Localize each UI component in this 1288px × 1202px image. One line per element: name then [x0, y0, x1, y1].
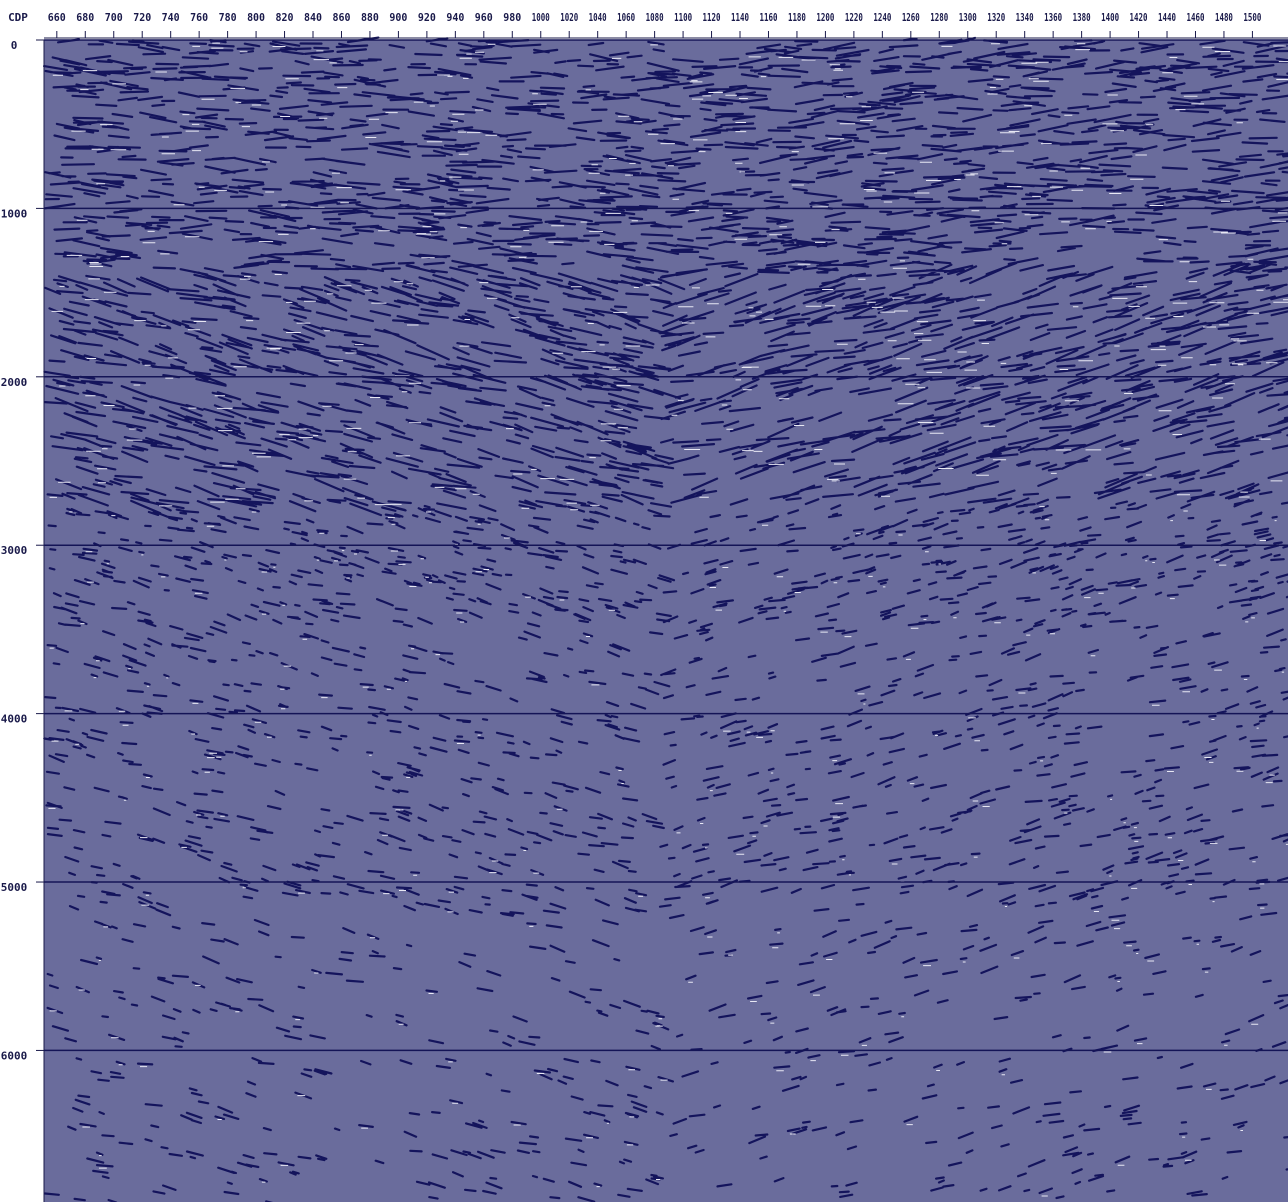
y-tick-label: 3000	[1, 544, 28, 557]
seismic-texture	[43, 36, 1288, 1202]
x-tick-label: 1220	[845, 11, 863, 24]
x-tick-label: 1000	[532, 11, 550, 24]
x-tick-label: 1300	[959, 11, 977, 24]
x-tick-label: 1200	[816, 11, 834, 24]
x-tick-label: 880	[361, 11, 379, 24]
y-tick-label: 0	[11, 39, 18, 52]
x-tick-label: 660	[48, 11, 66, 24]
y-tick-label: 4000	[1, 713, 28, 726]
seismic-texture-light	[48, 42, 1288, 1197]
x-tick-label: 1440	[1158, 11, 1176, 24]
x-tick-label: 1500	[1243, 11, 1261, 24]
x-tick-label: 1260	[902, 11, 920, 24]
x-tick-label: 1100	[674, 11, 692, 24]
x-tick-label: 840	[304, 11, 322, 24]
x-tick-label: 820	[276, 11, 294, 24]
x-tick-label: 1480	[1215, 11, 1233, 24]
x-tick-label: 740	[162, 11, 180, 24]
x-tick-label: 1180	[788, 11, 806, 24]
x-axis-label: CDP	[8, 11, 28, 24]
y-tick-label: 1000	[1, 207, 28, 220]
x-tick-label: 1360	[1044, 11, 1062, 24]
x-tick-label: 1020	[560, 11, 578, 24]
x-tick-label: 720	[133, 11, 151, 24]
x-tick-label: 780	[219, 11, 237, 24]
x-tick-label: 900	[389, 11, 407, 24]
x-tick-label: 1400	[1101, 11, 1119, 24]
x-tick-label: 1080	[646, 11, 664, 24]
x-tick-label: 980	[503, 11, 521, 24]
x-tick-label: 860	[332, 11, 350, 24]
x-tick-label: 920	[418, 11, 436, 24]
x-tick-label: 680	[76, 11, 94, 24]
x-tick-label: 1140	[731, 11, 749, 24]
y-tick-label: 2000	[1, 376, 28, 389]
x-tick-label: 1380	[1073, 11, 1091, 24]
x-tick-label: 1160	[759, 11, 777, 24]
x-tick-label: 1060	[617, 11, 635, 24]
x-tick-label: 1320	[987, 11, 1005, 24]
x-tick-label: 1460	[1186, 11, 1204, 24]
x-tick-label: 960	[475, 11, 493, 24]
y-tick-label: 5000	[1, 881, 28, 894]
x-tick-label: 1280	[930, 11, 948, 24]
y-tick-label: 6000	[1, 1049, 28, 1062]
x-tick-label: 700	[105, 11, 123, 24]
x-tick-label: 1240	[873, 11, 891, 24]
x-tick-label: 1120	[703, 11, 721, 24]
x-tick-label: 1420	[1130, 11, 1148, 24]
x-tick-label: 800	[247, 11, 265, 24]
x-tick-label: 760	[190, 11, 208, 24]
x-tick-label: 1040	[589, 11, 607, 24]
x-tick-label: 1340	[1016, 11, 1034, 24]
x-tick-label: 940	[446, 11, 464, 24]
